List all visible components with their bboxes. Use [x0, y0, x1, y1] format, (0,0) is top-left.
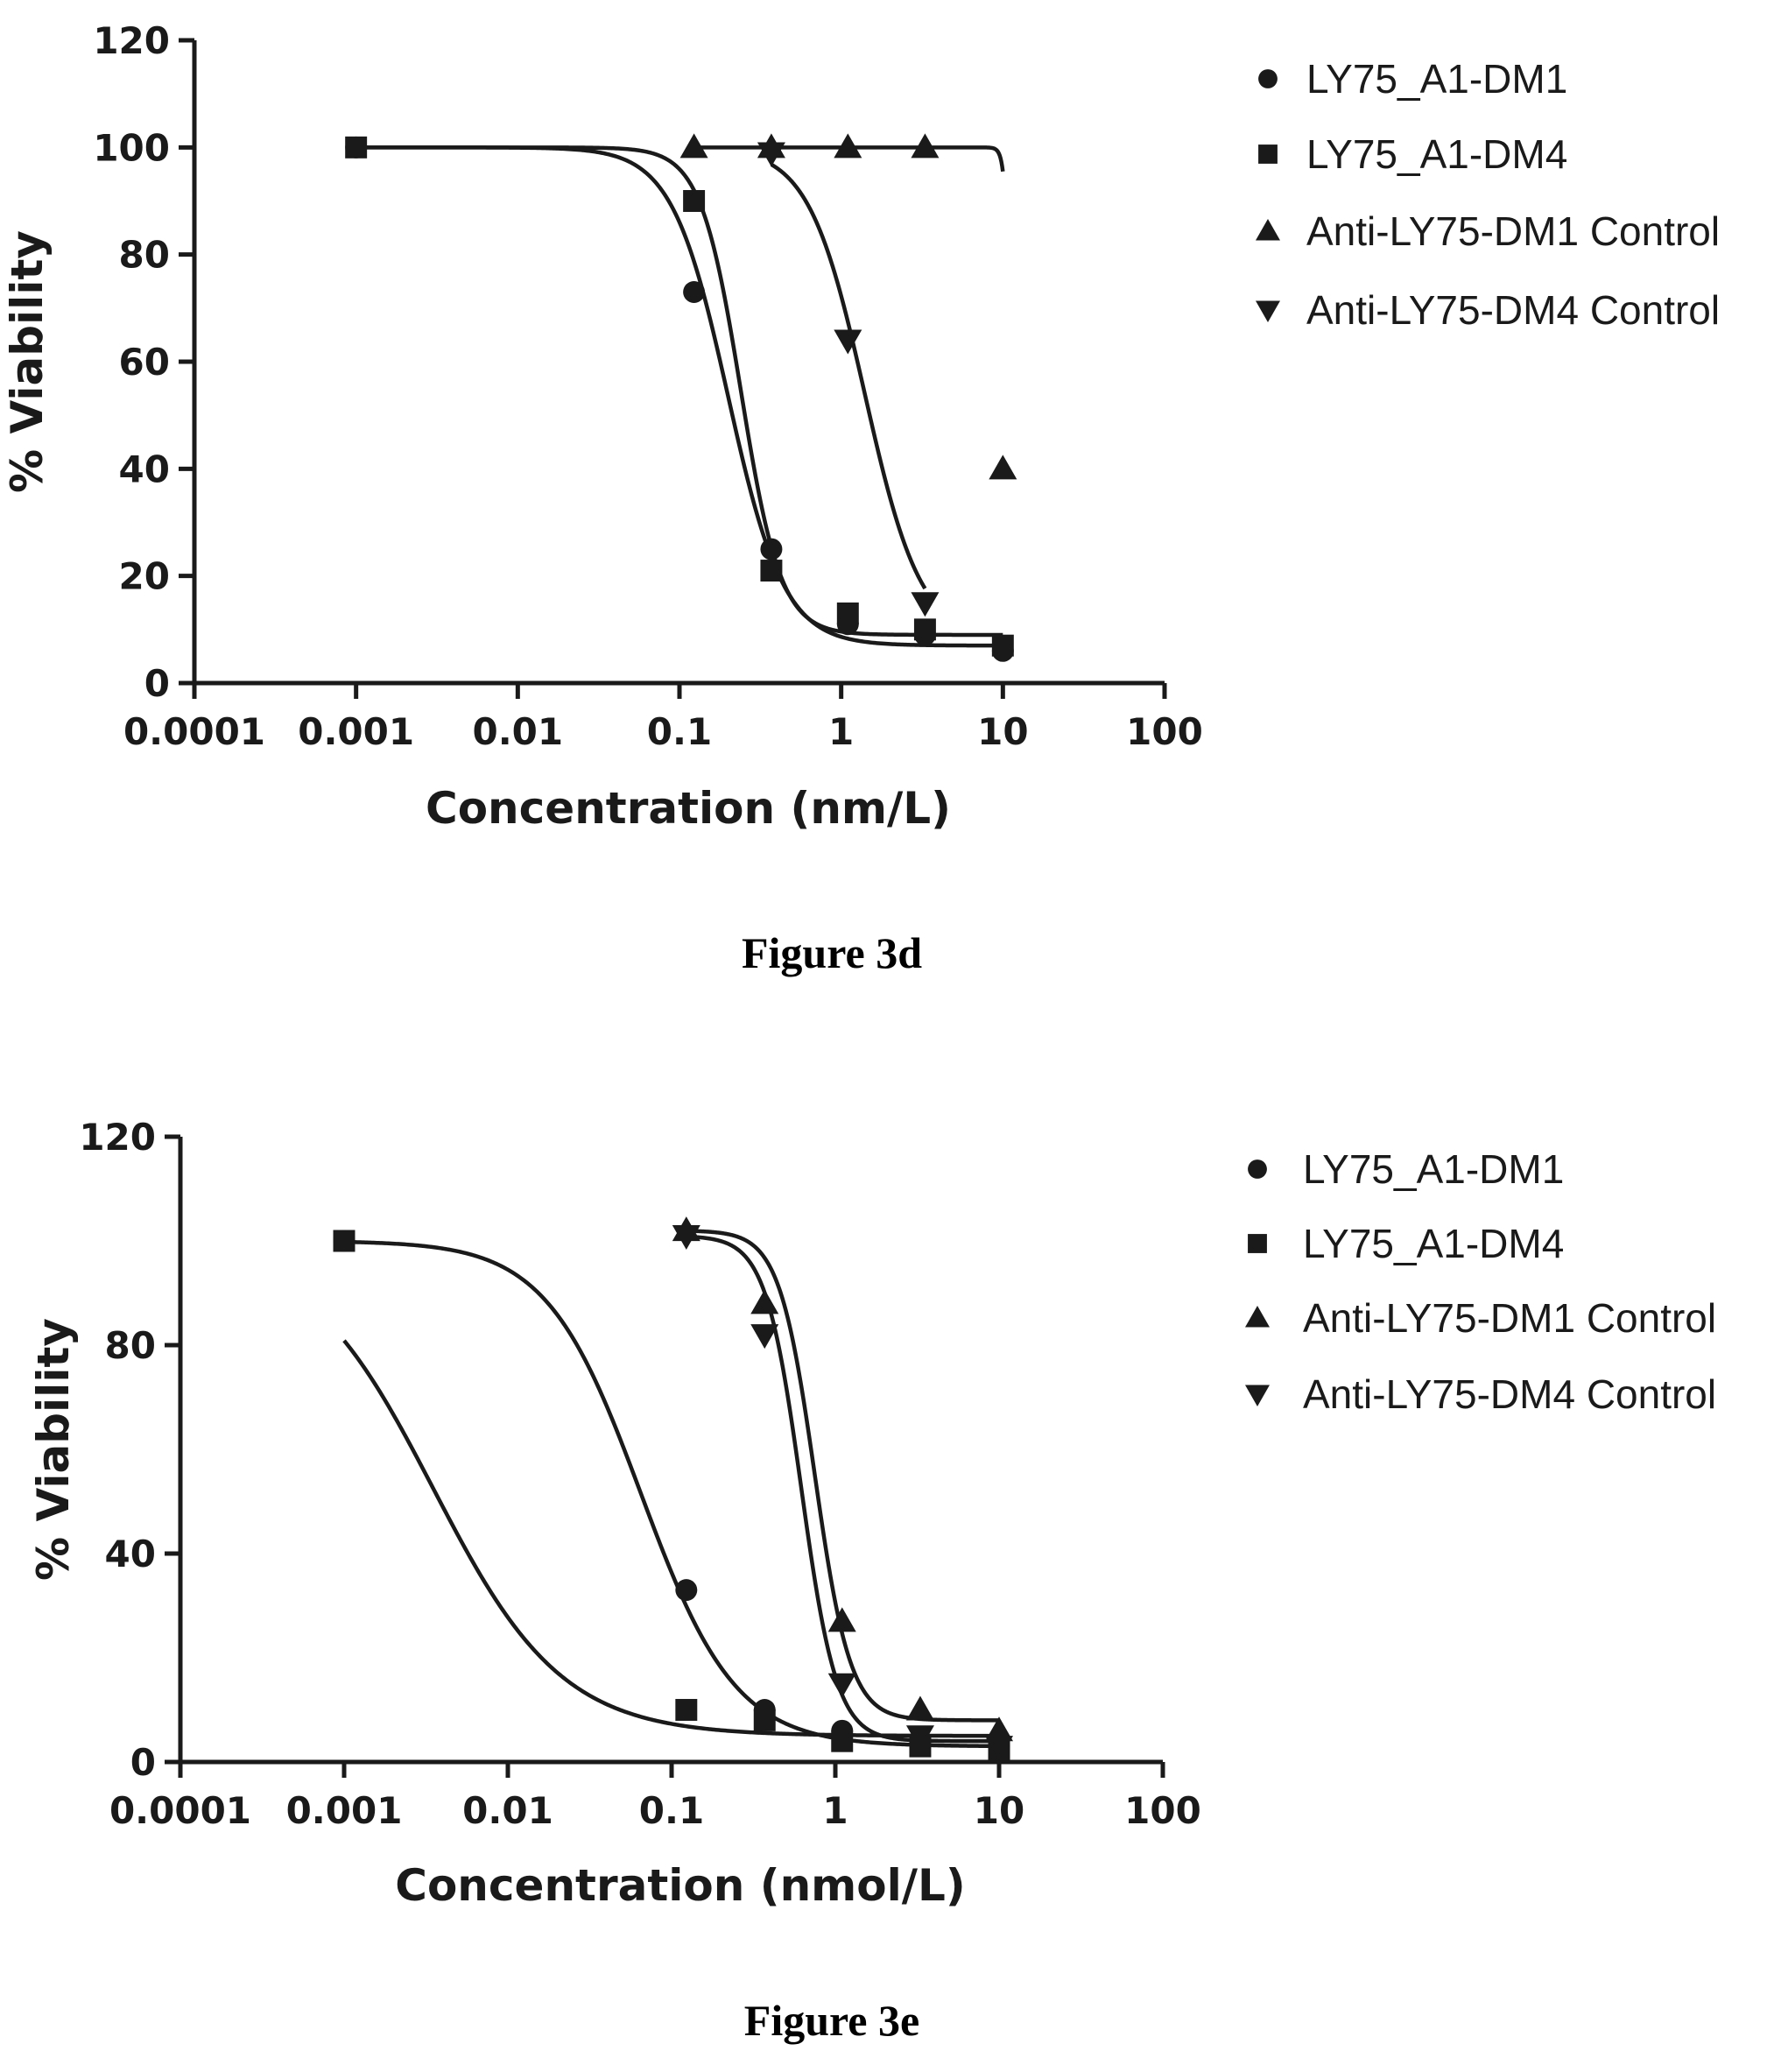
series-triangle-up — [679, 133, 1017, 480]
data-point — [911, 592, 940, 617]
x-tick-label: 100 — [1126, 710, 1203, 753]
data-point — [905, 1725, 934, 1751]
data-point — [757, 142, 785, 167]
fit-curve — [355, 145, 1003, 638]
series-triangle-down — [757, 142, 940, 617]
data-point — [679, 133, 708, 159]
fit-curve — [343, 1239, 1000, 1749]
legend-label: Anti-LY75-DM1 Control — [1303, 1295, 1716, 1341]
series-circle — [345, 136, 1014, 662]
data-point — [836, 603, 859, 624]
legend-label: Anti-LY75-DM1 Control — [1306, 208, 1720, 254]
y-tick-label: 120 — [79, 1116, 156, 1159]
data-point — [683, 281, 706, 303]
y-tick-label: 20 — [119, 555, 170, 598]
y-tick-label: 100 — [93, 126, 170, 169]
figure-3e-chart: 0 40 80 120 0.0001 0.001 0.01 0.1 1 10 100 % Viabil… — [28, 1116, 1716, 1911]
y-tick-label: 80 — [119, 234, 170, 277]
data-point — [675, 1699, 698, 1721]
data-point — [831, 1730, 854, 1752]
x-tick-label: 0.001 — [286, 1789, 403, 1832]
x-tick-label: 0.1 — [639, 1789, 704, 1832]
data-point — [760, 560, 783, 582]
figure-caption: Figure 3e — [744, 1996, 919, 2045]
figure-caption: Figure 3d — [742, 928, 922, 977]
data-point — [750, 1289, 779, 1314]
x-axis-label: Concentration (nmol/L) — [395, 1860, 966, 1911]
data-point — [750, 1324, 779, 1350]
series-square — [345, 136, 1014, 657]
x-tick-label: 100 — [1124, 1789, 1201, 1832]
legend-marker-circle — [1258, 69, 1278, 88]
legend-label: LY75_A1-DM4 — [1303, 1221, 1564, 1266]
data-point — [672, 1225, 700, 1251]
data-point — [675, 1579, 698, 1602]
series-triangle-up — [672, 1216, 1013, 1742]
data-point — [913, 618, 936, 641]
legend-marker-circle — [1248, 1159, 1267, 1179]
legend-marker-triangle-down — [1245, 1385, 1270, 1406]
legend-label: LY75_A1-DM1 — [1303, 1146, 1564, 1192]
legend-label: Anti-LY75-DM4 Control — [1306, 287, 1720, 333]
data-point — [827, 1607, 856, 1632]
data-point — [989, 455, 1017, 480]
y-axis-label: % Viability — [28, 1318, 79, 1581]
y-tick-label: 60 — [119, 341, 170, 384]
x-axis-label: Concentration (nm/L) — [426, 783, 951, 834]
legend-marker-triangle-up — [1245, 1306, 1270, 1328]
data-point — [991, 634, 1014, 657]
y-axis-label: % Viability — [2, 230, 53, 493]
legend-marker-square — [1248, 1234, 1267, 1253]
y-tick-label: 40 — [119, 448, 170, 490]
x-tick-label: 0.001 — [298, 710, 414, 753]
data-point — [345, 136, 368, 159]
legend-marker-square — [1258, 144, 1278, 164]
x-tick-label: 0.0001 — [123, 710, 265, 753]
x-tick-label: 10 — [977, 710, 1028, 753]
x-tick-label: 0.0001 — [109, 1789, 251, 1832]
y-tick-label: 0 — [130, 1741, 156, 1784]
fit-curve — [686, 1229, 999, 1723]
x-tick-label: 10 — [974, 1789, 1024, 1832]
data-point — [905, 1695, 934, 1721]
x-tick-label: 0.01 — [473, 710, 564, 753]
data-point — [753, 1709, 776, 1731]
fit-curve — [355, 145, 1003, 648]
fit-curve — [686, 1234, 999, 1744]
series-square — [333, 1230, 1010, 1763]
legend-marker-triangle-down — [1256, 300, 1280, 322]
data-point — [683, 190, 706, 212]
x-tick-label: 0.01 — [462, 1789, 553, 1832]
y-tick-label: 80 — [105, 1324, 156, 1367]
data-point — [834, 133, 862, 159]
data-point — [827, 1673, 856, 1698]
data-point — [333, 1230, 355, 1252]
y-tick-label: 0 — [144, 662, 170, 705]
legend-label: LY75_A1-DM1 — [1306, 56, 1567, 102]
fit-curve — [342, 1339, 999, 1738]
x-tick-label: 1 — [822, 1789, 848, 1832]
data-point — [985, 1736, 1013, 1761]
legend-marker-triangle-up — [1256, 219, 1280, 241]
y-tick-label: 40 — [105, 1533, 156, 1575]
legend-label: LY75_A1-DM4 — [1306, 131, 1567, 177]
fit-curve — [770, 162, 927, 590]
data-point — [911, 133, 940, 159]
y-tick-label: 120 — [93, 19, 170, 62]
x-tick-label: 0.1 — [647, 710, 712, 753]
figure-3d-chart: 0 20 40 60 80 100 120 0.0001 0.001 0.01 0.1 1 10 100%… — [2, 19, 1720, 834]
data-point — [985, 1716, 1013, 1742]
x-tick-label: 1 — [828, 710, 854, 753]
legend-label: Anti-LY75-DM4 Control — [1303, 1371, 1716, 1417]
data-point — [834, 329, 862, 355]
series-triangle-down — [672, 1225, 1013, 1761]
